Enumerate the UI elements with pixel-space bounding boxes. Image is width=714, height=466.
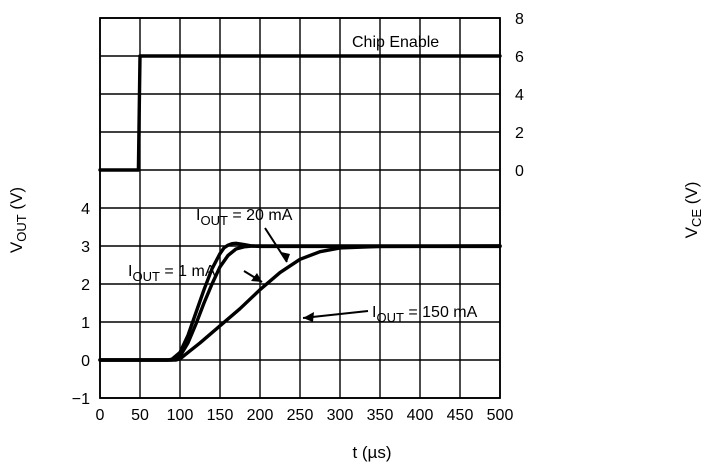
x-tick-label: 0 <box>96 407 105 424</box>
left-y-tick-label: 2 <box>81 277 90 294</box>
left-y-axis-title: VOUT (V) <box>7 187 29 253</box>
right-y-tick-label: 6 <box>515 49 524 66</box>
right-y-tick-labels: 0 2 4 6 8 <box>515 11 524 180</box>
left-y-tick-label: 1 <box>81 315 90 332</box>
x-tick-label: 50 <box>131 407 149 424</box>
grid-lines <box>99 17 501 399</box>
left-y-tick-label: 0 <box>81 353 90 370</box>
left-y-tick-labels: −1 0 1 2 3 4 <box>72 201 90 408</box>
annotation-iout-1ma: IOUT = 1 mA <box>128 263 216 284</box>
series-group <box>98 54 502 362</box>
x-tick-label: 350 <box>367 407 394 424</box>
x-tick-label: 500 <box>487 407 514 424</box>
left-y-tick-label: 4 <box>81 201 90 218</box>
left-y-tick-label: −1 <box>72 391 90 408</box>
annotation-chip-enable: Chip Enable <box>352 34 439 51</box>
right-y-tick-label: 2 <box>515 125 524 142</box>
right-y-axis-title: VCE (V) <box>682 182 704 239</box>
series-line-chip-enable <box>98 54 502 172</box>
x-tick-label: 150 <box>207 407 234 424</box>
right-y-tick-label: 0 <box>515 163 524 180</box>
left-y-tick-label: 3 <box>81 239 90 256</box>
annotation-leaders <box>243 227 369 322</box>
leader-arrowhead <box>281 252 290 262</box>
annotation-iout-20ma: IOUT = 20 mA <box>196 207 293 228</box>
leader-arrowhead <box>303 312 314 322</box>
right-y-tick-label: 8 <box>515 11 524 28</box>
x-tick-label: 300 <box>327 407 354 424</box>
leader-arrowhead <box>251 273 262 282</box>
series-line-iout-150-ma <box>98 244 502 362</box>
series-line-iout-20-ma <box>98 244 502 362</box>
x-tick-label: 400 <box>407 407 434 424</box>
leader-iout-150ma <box>302 310 369 319</box>
x-tick-label: 100 <box>167 407 194 424</box>
x-tick-label: 200 <box>247 407 274 424</box>
right-y-tick-label: 4 <box>515 87 524 104</box>
leader-iout-20ma <box>264 227 288 263</box>
x-tick-label: 450 <box>447 407 474 424</box>
x-tick-label: 250 <box>287 407 314 424</box>
plot-frame <box>99 17 501 399</box>
x-tick-labels: 0 50 100 150 200 250 300 350 400 450 500 <box>96 407 514 424</box>
x-axis-title: t (µs) <box>352 443 391 462</box>
annotation-iout-150ma: IOUT = 150 mA <box>372 304 478 325</box>
